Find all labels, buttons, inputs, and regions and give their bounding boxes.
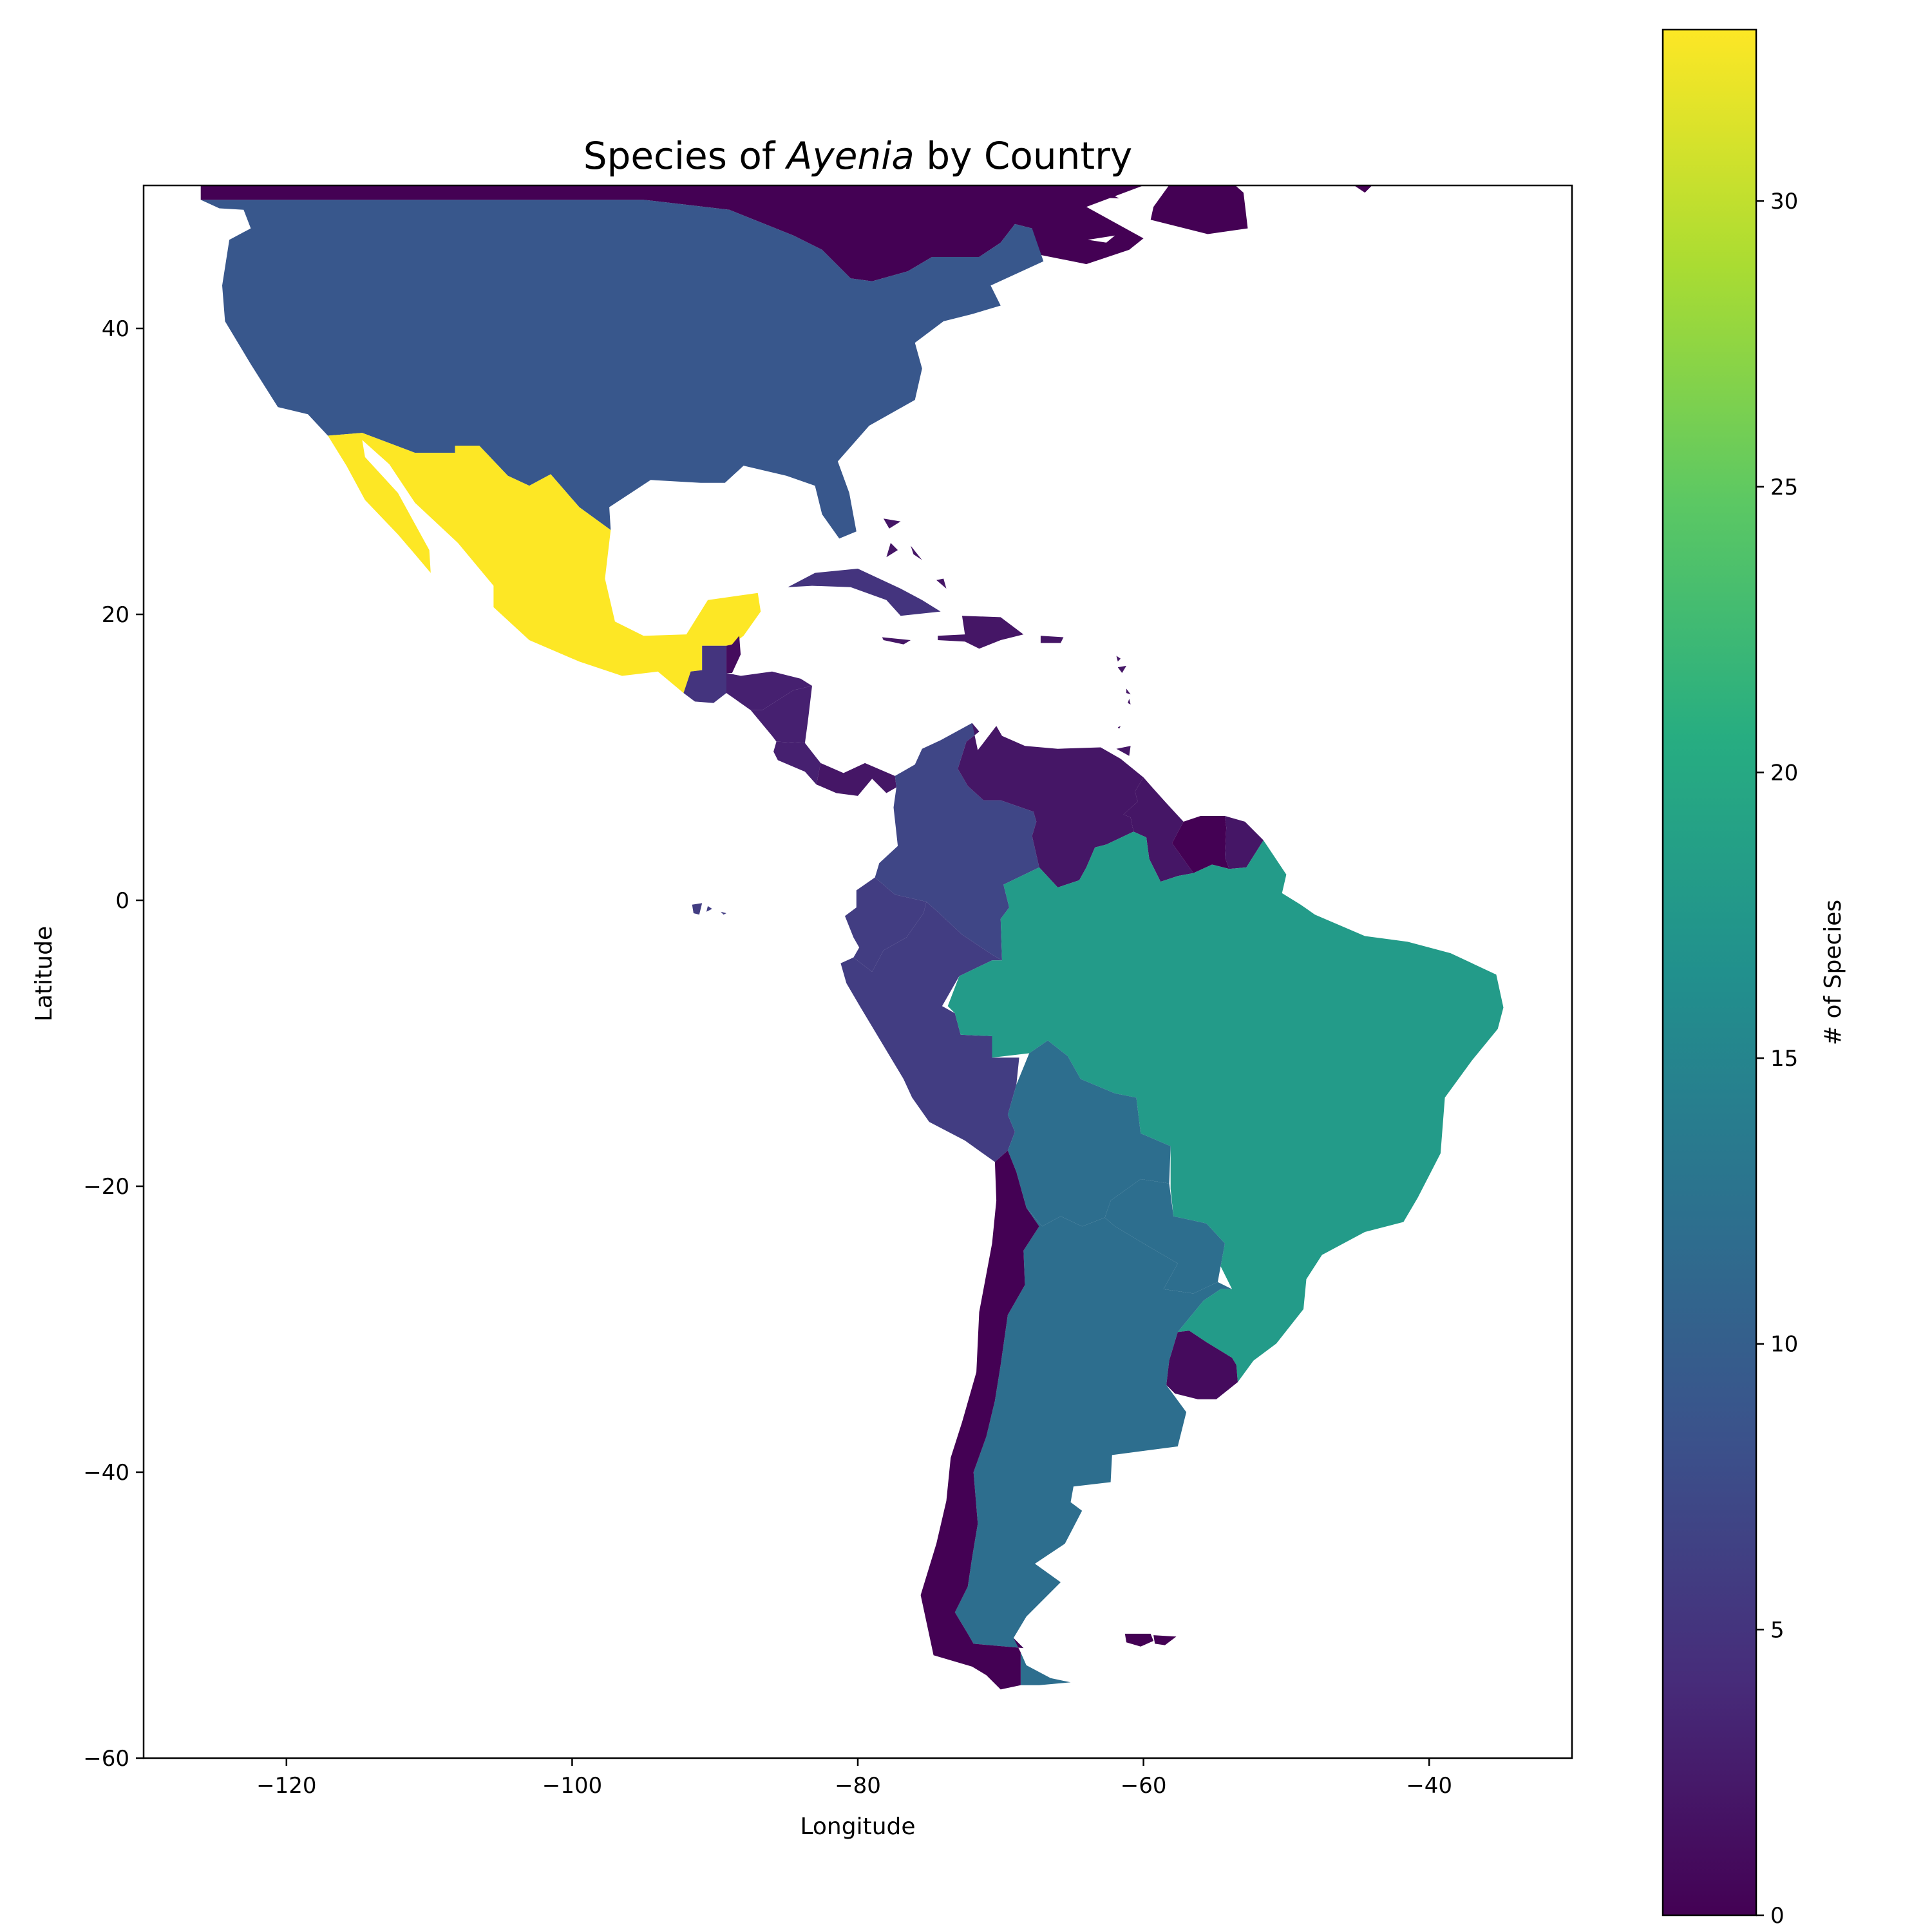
colorbar-gradient	[1662, 28, 1757, 1917]
country-paraguay	[1104, 1179, 1225, 1294]
x-tick-label: −40	[1406, 1773, 1452, 1799]
country-jamaica	[882, 637, 911, 645]
y-tick-label: 40	[102, 316, 129, 342]
map-area	[200, 185, 1504, 1690]
country-lesser-antilles	[1116, 656, 1131, 756]
colorbar-tick-label: 5	[1770, 1617, 1785, 1643]
country-puerto-rico	[1040, 636, 1064, 643]
chart-title: Species of Ayenia by Country	[583, 134, 1133, 178]
colorbar-tick-label: 30	[1770, 189, 1798, 214]
country-suriname	[1172, 816, 1229, 873]
colorbar-tick-label: 25	[1770, 475, 1798, 500]
colorbar-tick-label: 15	[1770, 1046, 1798, 1072]
country-honduras	[726, 671, 812, 710]
y-tick-label: 0	[115, 888, 129, 914]
y-tick-label: −60	[83, 1746, 129, 1772]
country-belize	[726, 636, 741, 673]
country-guyana	[1123, 777, 1194, 882]
country-hispaniola	[938, 616, 1024, 649]
country-cuba	[788, 569, 941, 616]
country-venezuela	[958, 723, 1144, 887]
colorbar-tick-label: 20	[1770, 760, 1798, 786]
country-bahamas	[883, 518, 947, 589]
country-ecuador	[845, 877, 927, 972]
country-brazil	[947, 831, 1504, 1383]
y-tick-label: 20	[102, 602, 129, 628]
country-galapagos	[692, 903, 726, 915]
country-colombia	[875, 723, 1039, 961]
colorbar: 0 5 10 15 20 25 30 # of Species	[1662, 28, 1846, 1929]
country-bolivia	[1007, 1040, 1171, 1227]
country-peru	[840, 902, 1019, 1162]
country-french-guiana	[1225, 816, 1264, 869]
x-tick-label: −120	[256, 1773, 316, 1799]
country-mexico	[328, 433, 761, 694]
country-falkland-islands	[1124, 1633, 1177, 1647]
country-panama	[816, 762, 896, 796]
country-canada	[200, 185, 1248, 281]
colorbar-tick-label: 0	[1770, 1903, 1785, 1929]
country-uruguay	[1166, 1331, 1238, 1399]
colorbar-tick-label: 10	[1770, 1332, 1798, 1358]
colorbar-label: # of Species	[1820, 900, 1846, 1045]
y-tick-label: −20	[83, 1174, 129, 1200]
y-axis: −60 −40 −20 0 20 40	[83, 316, 144, 1772]
country-united-states	[200, 200, 1044, 539]
x-tick-label: −60	[1121, 1773, 1167, 1799]
y-tick-label: −40	[83, 1460, 129, 1486]
country-argentina	[954, 1208, 1233, 1685]
country-greenland	[1354, 185, 1372, 193]
x-axis-label: Longitude	[800, 1814, 915, 1840]
colorbar-ticks: 0 5 10 15 20 25 30	[1756, 189, 1798, 1929]
country-costa-rica	[773, 741, 821, 785]
x-tick-label: −80	[835, 1773, 881, 1799]
y-axis-label: Latitude	[31, 926, 57, 1021]
country-chile	[920, 1150, 1039, 1690]
country-nicaragua	[750, 686, 812, 743]
x-tick-label: −100	[542, 1773, 602, 1799]
x-axis: −120 −100 −80 −60 −40	[256, 1758, 1452, 1799]
